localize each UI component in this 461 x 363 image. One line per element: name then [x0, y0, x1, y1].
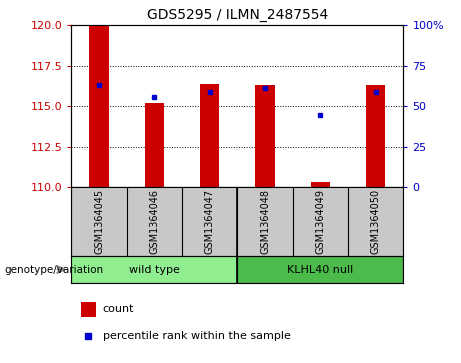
Text: count: count: [103, 304, 134, 314]
Bar: [145, 103, 164, 187]
Bar: [89, 25, 109, 187]
Text: percentile rank within the sample: percentile rank within the sample: [103, 331, 291, 341]
Text: GSM1364049: GSM1364049: [315, 189, 325, 254]
Text: KLHL40 null: KLHL40 null: [287, 265, 354, 274]
Bar: [255, 85, 275, 187]
Text: GSM1364050: GSM1364050: [371, 189, 381, 254]
Bar: [237, 256, 403, 283]
Title: GDS5295 / ILMN_2487554: GDS5295 / ILMN_2487554: [147, 8, 328, 22]
Text: wild type: wild type: [129, 265, 180, 274]
Bar: [311, 182, 330, 187]
Text: GSM1364047: GSM1364047: [205, 189, 215, 254]
Bar: [200, 83, 219, 187]
Text: GSM1364048: GSM1364048: [260, 189, 270, 254]
Bar: [71, 256, 237, 283]
Bar: [81, 302, 96, 317]
Bar: [366, 85, 385, 187]
Text: genotype/variation: genotype/variation: [5, 265, 104, 274]
Text: GSM1364045: GSM1364045: [94, 189, 104, 254]
Text: GSM1364046: GSM1364046: [149, 189, 160, 254]
